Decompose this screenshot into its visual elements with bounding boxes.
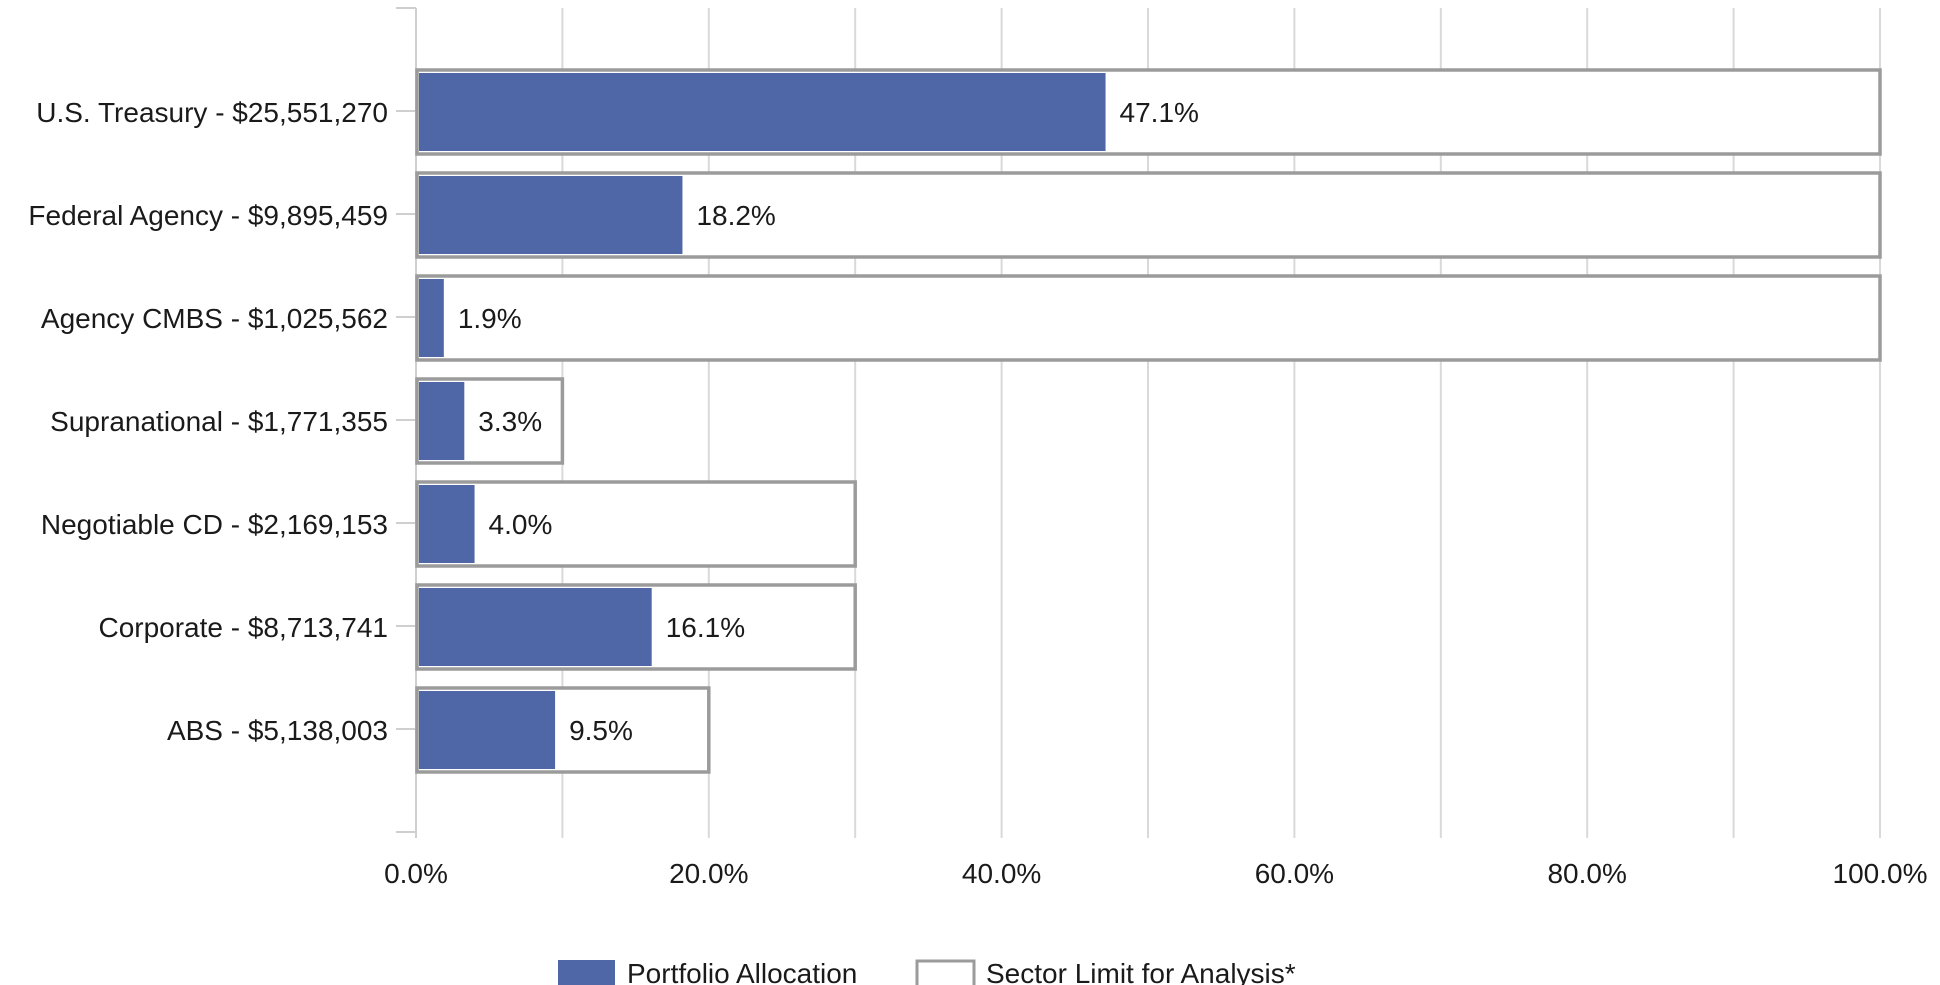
legend-label-portfolio-allocation: Portfolio Allocation <box>627 958 857 985</box>
allocation-bar <box>419 485 475 563</box>
allocation-data-label: 18.2% <box>696 200 775 231</box>
allocation-data-label: 1.9% <box>458 303 522 334</box>
allocation-data-label: 4.0% <box>489 509 553 540</box>
category-label: Agency CMBS - $1,025,562 <box>41 303 388 334</box>
allocation-bar <box>419 382 465 460</box>
allocation-data-label: 3.3% <box>478 406 542 437</box>
bars <box>415 68 1882 774</box>
x-tick-label: 60.0% <box>1255 858 1334 889</box>
category-label: Federal Agency - $9,895,459 <box>28 200 388 231</box>
allocation-bar <box>419 279 444 357</box>
allocation-bar <box>419 73 1106 151</box>
legend-label-sector-limit: Sector Limit for Analysis* <box>986 958 1296 985</box>
x-tick-label: 100.0% <box>1833 858 1928 889</box>
category-label: ABS - $5,138,003 <box>167 715 388 746</box>
sector-limit-bar <box>415 274 1882 362</box>
x-tick-label: 40.0% <box>962 858 1041 889</box>
allocation-data-label: 9.5% <box>569 715 633 746</box>
allocation-bar <box>419 691 556 769</box>
category-label: U.S. Treasury - $25,551,270 <box>36 97 388 128</box>
x-tick-label: 80.0% <box>1547 858 1626 889</box>
allocation-data-label: 16.1% <box>666 612 745 643</box>
category-label: Negotiable CD - $2,169,153 <box>41 509 388 540</box>
x-tick-label: 0.0% <box>384 858 448 889</box>
category-label: Corporate - $8,713,741 <box>98 612 388 643</box>
labels: 47.1% U.S. Treasury - $25,551,270 18.2% Fed… <box>28 97 1199 746</box>
legend-swatch-sector-limit <box>915 959 976 985</box>
sector-limit-bar <box>415 480 857 568</box>
category-label: Supranational - $1,771,355 <box>50 406 388 437</box>
allocation-data-label: 47.1% <box>1120 97 1199 128</box>
allocation-bar <box>419 588 652 666</box>
legend: Portfolio Allocation Sector Limit for Ana… <box>558 958 1296 985</box>
legend-swatch-portfolio-allocation <box>558 960 615 985</box>
allocation-bar <box>419 176 683 254</box>
x-tick-label: 20.0% <box>669 858 748 889</box>
